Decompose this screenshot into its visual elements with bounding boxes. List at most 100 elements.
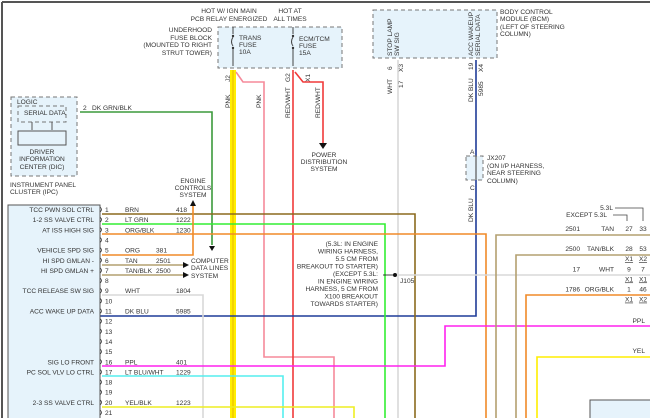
wire-label: RED/WHT	[285, 87, 292, 118]
circuit-number: 1804	[176, 288, 191, 295]
pin-number: 19	[105, 390, 113, 397]
jx207-pin-a: A	[470, 149, 475, 156]
instrument-panel-cluster: LOGIC SERIAL DATA DRIVER INFORMATION CEN…	[10, 96, 133, 196]
ecm-fuse-icon	[291, 27, 295, 66]
pin-number: 46	[639, 287, 647, 294]
wire-color: ORG	[125, 248, 140, 255]
pin-number: 13	[105, 329, 113, 336]
circuit-number: 2500	[156, 268, 171, 275]
wire-yel-right	[536, 356, 650, 418]
connector-pin-icon	[99, 237, 102, 243]
circuit-number: 1786	[565, 287, 580, 294]
fuse-block: HOT W/ IGN MAIN PCB RELAY ENERGIZED HOT …	[143, 8, 343, 118]
serial-data-box	[17, 105, 67, 123]
dic-box	[17, 130, 67, 146]
trans-fuse-label: 10A	[239, 49, 251, 56]
wire-label: PNK	[256, 94, 263, 108]
pin-label: HI SPD GMLAN -	[43, 258, 94, 265]
pin-number: 53	[639, 246, 647, 253]
circuit-number: 401	[176, 359, 187, 366]
connector: X4	[478, 64, 485, 72]
connector-pin-icon	[99, 216, 102, 223]
wire-color: DK BLU	[125, 309, 149, 316]
connector-pin-icon	[99, 226, 102, 233]
bcm-label: MODULE (BCM)	[500, 16, 549, 23]
j105-note-line: (EXCEPT 5.3L:	[333, 271, 378, 278]
wire-dk-blu	[100, 60, 477, 317]
circuit-number: 1222	[176, 217, 191, 224]
connector-pin-icon	[99, 298, 102, 304]
wire-brn	[102, 213, 416, 418]
acc-wakeup-label: SERIAL DATA	[475, 14, 482, 56]
pin: 19	[468, 62, 475, 70]
fuse-block-label: STRUT TOWER)	[162, 50, 212, 57]
wire-lt-blu-wht	[102, 375, 284, 418]
circuit-number: 2501	[156, 258, 171, 265]
hot-ign-label: HOT W/ IGN MAIN	[201, 8, 257, 15]
wire-label: RED/WHT	[315, 87, 322, 118]
wire-wht-1804	[102, 294, 204, 418]
body-control-module: BODY CONTROL MODULE (BCM) (LEFT OF STEER…	[372, 9, 565, 222]
trans-fuse-label: TRANS	[239, 35, 262, 42]
ipc-label: INSTRUMENT PANEL	[10, 182, 76, 189]
pin-number: 18	[105, 380, 113, 387]
jx207-label: NEAR STEERING	[487, 170, 541, 177]
connector-pin-icon	[99, 389, 102, 396]
connector-pin-icon	[99, 308, 102, 314]
connector-pin-icon	[99, 399, 102, 406]
computer-data-lines-label: DATA LINES	[191, 265, 229, 272]
stop-lamp-label: STOP LAMP	[387, 18, 394, 56]
connector-id: X1	[639, 276, 647, 283]
ipc-wire-label: DK GRN/BLK	[92, 105, 133, 112]
wire-color: WHT	[599, 266, 614, 273]
connector-pin-icon	[99, 318, 102, 324]
pin-label: HI SPD GMLAN +	[41, 268, 94, 275]
pin-number: 7	[641, 266, 645, 273]
module-box-partial	[589, 399, 650, 418]
circuit-number: 5985	[176, 309, 191, 316]
pin-label: 2-3 SS VALVE CTRL	[33, 400, 95, 407]
pin-label: 1-2 SS VALVE CTRL	[33, 217, 95, 224]
arrow-up-icon	[190, 200, 196, 206]
connector-pin-icon	[99, 358, 102, 365]
j105-note-line: TOWARDS STARTER)	[310, 301, 378, 308]
j105-note-line: (5.3L: IN ENGINE	[326, 241, 379, 248]
wire-ppl	[102, 325, 650, 367]
connector-pin-icon	[99, 379, 102, 385]
connector-id: X2	[639, 256, 647, 263]
wire-color: LT GRN	[125, 217, 149, 224]
wire-tan-right	[495, 234, 650, 418]
pin-number: 4	[105, 237, 109, 244]
wire-org-blk-right	[525, 294, 650, 418]
j105-note-line: X100 BREAKOUT	[324, 294, 378, 301]
connector-id: X1	[625, 256, 633, 263]
pin-number: 28	[625, 246, 633, 253]
pin-j2: J2	[225, 75, 232, 82]
tcm-box	[7, 204, 101, 418]
wire-label-ppl: PPL	[633, 318, 646, 325]
pin-label: PC SOL VLV LO CTRL	[27, 369, 95, 376]
pin-number: 12	[105, 319, 113, 326]
wire-label: DK BLU	[468, 78, 475, 102]
circuit-number: 2501	[565, 226, 580, 233]
pin-number: 14	[105, 339, 113, 346]
computer-data-lines-label: COMPUTER	[191, 258, 229, 265]
hot-always-label: HOT AT	[278, 8, 301, 15]
stop-lamp-label: SW SIG	[394, 32, 401, 56]
wire-label: DK BLU	[468, 198, 475, 222]
trans-fuse-label: FUSE	[239, 42, 257, 49]
wire-color: ORG/BLK	[585, 287, 615, 294]
hot-ign-label: PCB RELAY ENERGIZED	[191, 16, 268, 23]
pin-number: 15	[105, 349, 113, 356]
fuse-block-label: UNDERHOOD	[169, 27, 212, 34]
j105-note-line: 5.5 CM FROM	[336, 256, 379, 263]
jx207-label: JX207	[487, 155, 506, 162]
wire-org-blk	[102, 233, 487, 418]
wire-label-yel: YEL	[633, 348, 646, 355]
wire-color: LT BLU/WHT	[125, 369, 164, 376]
hot-always-label: ALL TIMES	[273, 16, 307, 23]
pin-label: SIG LO FRONT	[47, 359, 94, 366]
dic-label: CENTER (DIC)	[20, 164, 65, 171]
label-5-3l: 5.3L	[600, 205, 613, 212]
circuit-number: 1229	[176, 369, 191, 376]
